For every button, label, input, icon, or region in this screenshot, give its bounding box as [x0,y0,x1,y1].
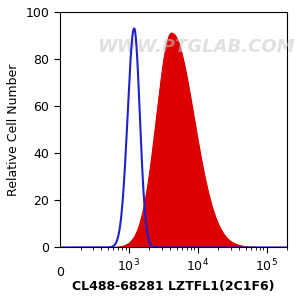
Text: 0: 0 [56,266,64,279]
Y-axis label: Relative Cell Number: Relative Cell Number [7,64,20,196]
Text: WWW.PTGLAB.COM: WWW.PTGLAB.COM [98,38,295,56]
X-axis label: CL488-68281 LZTFL1(2C1F6): CL488-68281 LZTFL1(2C1F6) [72,280,275,293]
